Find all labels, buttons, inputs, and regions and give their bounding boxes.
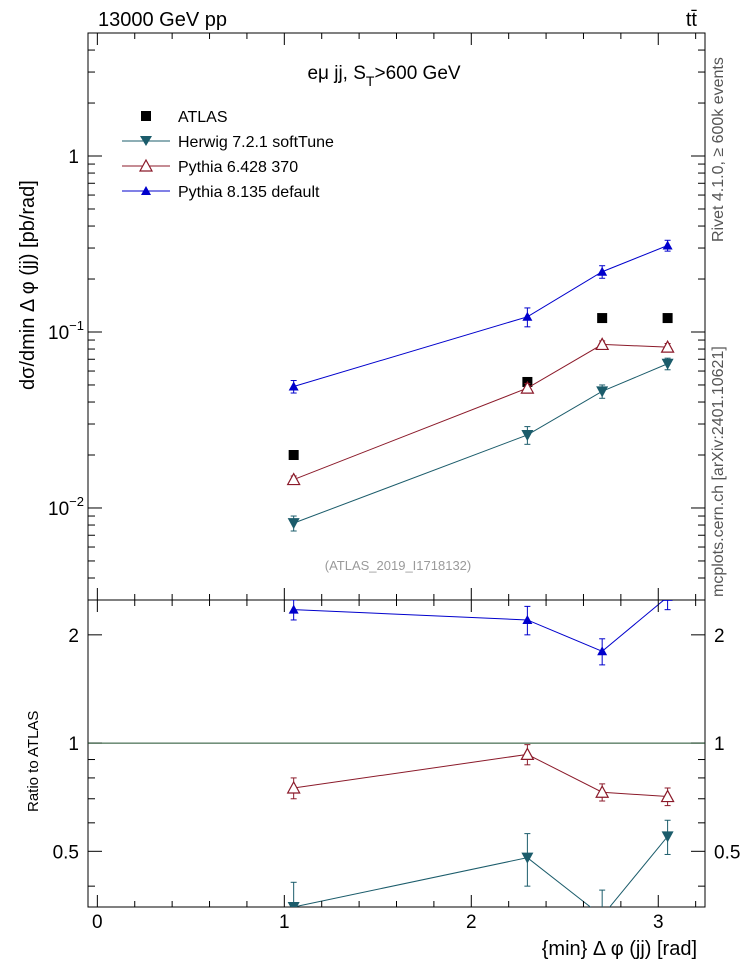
ratio-y-tick-label-right: 2 (714, 626, 725, 647)
data-point (522, 614, 533, 624)
data-point (288, 450, 299, 461)
ratio-plot-frame (87, 599, 706, 908)
ratio-axis-ticks: 0.5 0.5 1 1 2 2 (53, 626, 740, 887)
mcplots-label: mcplots.cern.ch [arXiv:2401.10621] (710, 346, 727, 597)
ratio-y-tick-label-right: 0.5 (714, 842, 740, 863)
series-line (293, 836, 668, 907)
main-y-tick-base: 1 (68, 147, 79, 168)
data-point (662, 240, 673, 250)
series-line (293, 343, 668, 481)
main-data-marks (286, 239, 675, 532)
data-point (661, 358, 674, 370)
series-group (286, 239, 675, 532)
data-point (520, 747, 535, 761)
data-point (596, 386, 609, 398)
x-tick-label: 0 (92, 912, 103, 933)
ratio-data-marks (286, 600, 675, 922)
data-point (596, 911, 608, 922)
main-y-tick-exponent: −1 (69, 318, 84, 333)
legend-marker-atlas (141, 111, 151, 121)
main-y-tick-base: 10 (48, 499, 69, 520)
x-axis-label: {min} Δ φ (jj) [rad] (542, 938, 697, 960)
main-title-tail: >600 GeV (374, 63, 460, 84)
legend-marker-pythia6 (138, 158, 154, 172)
rivet-label: Rivet 4.1.0, ≥ 600k events (710, 57, 727, 242)
legend-label-pythia8: Pythia 8.135 default (178, 184, 320, 201)
ratio-plot-panel: 0.5 0.5 1 1 2 2 Ratio to ATLAS (25, 599, 740, 922)
data-point (521, 852, 534, 864)
data-point (286, 780, 301, 794)
ratio-y-tick-label-right: 1 (714, 734, 725, 755)
legend-marker-herwig (140, 136, 152, 146)
ratio-y-tick-label: 1 (68, 734, 79, 755)
ratio-y-tick-label: 0.5 (53, 842, 79, 863)
analysis-watermark: (ATLAS_2019_I1718132) (325, 558, 471, 573)
x-tick-label: 2 (466, 912, 477, 933)
legend-label-atlas: ATLAS (178, 109, 228, 126)
main-title-text: eμ jj, S (307, 63, 365, 84)
series-group (286, 600, 675, 922)
data-point (660, 339, 675, 353)
x-tick-label: 3 (653, 912, 664, 933)
data-point (595, 784, 610, 798)
x-tick-label: 1 (279, 912, 290, 933)
main-ylabel: dσ/dmin Δ φ (jj) [pb/rad] (17, 180, 39, 390)
data-point (521, 429, 534, 441)
data-point (520, 380, 535, 394)
main-y-tick-label: 10−2 (48, 494, 84, 520)
data-point (595, 337, 610, 351)
main-axis-ticks: 10−210−11 (48, 32, 705, 601)
data-point (287, 902, 300, 907)
data-point (662, 313, 673, 324)
data-point (597, 266, 608, 276)
legend-label-pythia6: Pythia 6.428 370 (178, 159, 298, 176)
legend-label-herwig: Herwig 7.2.1 softTune (178, 134, 334, 151)
main-y-tick-label: 1 (68, 147, 79, 168)
data-point (661, 831, 674, 843)
ratio-y-tick-label: 2 (68, 626, 79, 647)
series-line (293, 245, 668, 387)
main-title-subscript: T (366, 73, 375, 89)
legend: ATLAS Herwig 7.2.1 softTune Pythia 6.428… (122, 109, 334, 201)
data-point (662, 600, 673, 601)
data-point (287, 518, 300, 530)
ratio-ylabel: Ratio to ATLAS (25, 711, 42, 812)
data-point (597, 313, 608, 324)
legend-marker-pythia8 (141, 186, 151, 195)
main-y-tick-label: 10−1 (48, 318, 84, 344)
energy-label: 13000 GeV pp (98, 9, 227, 31)
x-axis-ticks: 0 1 2 3 (92, 33, 697, 933)
main-y-tick-base: 10 (48, 323, 69, 344)
main-plot-panel: 10−210−11 eμ jj, ST>600 GeV dσ/dmin Δ φ … (17, 32, 706, 601)
process-label: tt̄ (686, 9, 698, 31)
series-line (293, 363, 668, 524)
data-point (597, 646, 608, 656)
main-y-tick-exponent: −2 (69, 494, 84, 509)
main-title: eμ jj, ST>600 GeV (307, 63, 460, 89)
data-point (288, 604, 299, 614)
data-point (286, 472, 301, 486)
data-point (660, 789, 675, 803)
data-point (522, 311, 533, 321)
series-line (293, 600, 665, 652)
series-line (293, 753, 668, 798)
data-point (288, 381, 299, 391)
